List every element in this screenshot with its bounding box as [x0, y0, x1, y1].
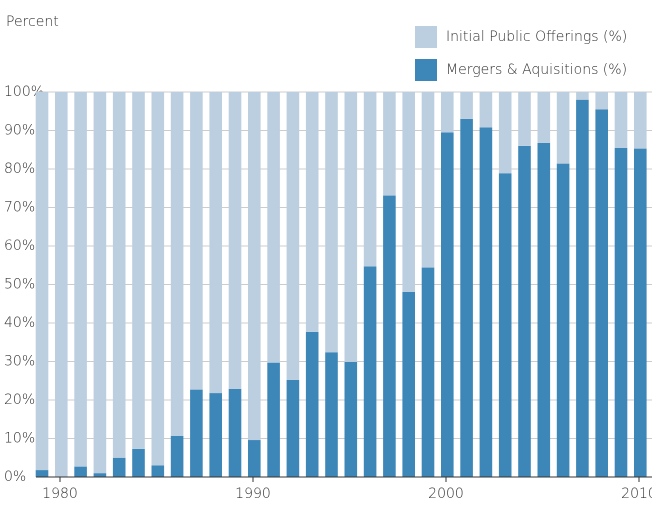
- bar-segment: [228, 92, 242, 389]
- bar-segment: [537, 142, 551, 477]
- bar-segment: [518, 92, 531, 146]
- bar-segment: [421, 92, 435, 268]
- bar-segment: [556, 163, 570, 478]
- bar-segment: [209, 92, 222, 394]
- bar-segment: [363, 92, 377, 267]
- bar-segment: [325, 92, 338, 353]
- x-tick-label: 2010: [621, 486, 652, 502]
- y-axis-label: Percent: [6, 14, 59, 30]
- y-tick-label: 50%: [4, 277, 35, 293]
- bar-segment: [267, 92, 280, 363]
- x-tick-label: 2000: [428, 486, 464, 502]
- bar-segment: [344, 361, 358, 477]
- bar-segment: [614, 92, 628, 148]
- bar-segment: [518, 145, 531, 477]
- bar-segment: [35, 92, 49, 471]
- y-tick-label: 60%: [4, 238, 35, 254]
- x-tick-label: 1990: [235, 486, 271, 502]
- bar-segment: [576, 92, 589, 100]
- bar-segment: [402, 92, 415, 292]
- bar-segment: [190, 92, 203, 390]
- y-tick-label: 90%: [4, 123, 35, 139]
- bar-segment: [441, 92, 454, 133]
- bar-segment: [421, 267, 435, 477]
- y-tick-label: 70%: [4, 200, 35, 216]
- bar-segment: [556, 92, 570, 164]
- bar-segment: [74, 92, 87, 467]
- legend-swatch: [415, 26, 437, 48]
- x-tick-label: 1980: [42, 486, 78, 502]
- bar-segment: [93, 92, 107, 474]
- legend-label: Mergers & Aquisitions (%): [446, 62, 627, 78]
- bar-segment: [248, 440, 261, 477]
- legend-swatch: [415, 59, 437, 81]
- y-tick-label: 100%: [4, 84, 44, 100]
- bar-segment: [112, 457, 126, 477]
- bar-segment: [383, 92, 396, 196]
- bar-segment: [74, 466, 87, 477]
- legend-label: Initial Public Offerings (%): [446, 29, 627, 45]
- bar-segment: [634, 92, 647, 149]
- y-tick-label: 30%: [4, 354, 35, 370]
- bar-segment: [132, 92, 145, 449]
- bar-segment: [460, 118, 473, 477]
- bar-segment: [325, 352, 338, 477]
- bar-segment: [498, 92, 512, 174]
- bar-segment: [634, 148, 647, 477]
- bar-segment: [286, 92, 300, 380]
- bar-segment: [614, 147, 628, 477]
- y-tick-label: 0%: [4, 469, 26, 485]
- bar-segment: [363, 266, 377, 477]
- bar-segment: [170, 435, 184, 477]
- bar-segment: [498, 173, 512, 478]
- bar-segment: [132, 448, 145, 477]
- bar-segment: [190, 389, 203, 477]
- bar-segment: [267, 362, 280, 477]
- bar-segment: [576, 99, 589, 477]
- bar-segment: [595, 92, 608, 110]
- bar-segment: [305, 92, 319, 332]
- bar-segment: [537, 92, 551, 143]
- bar-segment: [479, 92, 493, 128]
- bar-segment: [55, 92, 68, 477]
- bar-segment: [305, 331, 319, 477]
- bar-segment: [441, 132, 454, 478]
- bar-segment: [595, 109, 608, 477]
- y-tick-label: 40%: [4, 315, 35, 331]
- bar-segment: [248, 92, 261, 441]
- bar-segment: [151, 92, 165, 466]
- bar-segment: [344, 92, 358, 362]
- bar-segment: [112, 92, 126, 458]
- y-tick-label: 80%: [4, 161, 35, 177]
- bar-segment: [228, 388, 242, 477]
- bar-segment: [402, 291, 415, 477]
- bar-segment: [479, 127, 493, 478]
- bar-segment: [286, 379, 300, 477]
- bar-segment: [460, 92, 473, 119]
- bar-segment: [383, 195, 396, 477]
- bar-segment: [93, 473, 107, 477]
- bar-segment: [209, 393, 222, 477]
- bar-segment: [170, 92, 184, 436]
- y-tick-label: 20%: [4, 392, 35, 408]
- y-tick-label: 10%: [4, 431, 35, 447]
- bar-segment: [151, 465, 165, 477]
- bar-segment: [35, 470, 49, 477]
